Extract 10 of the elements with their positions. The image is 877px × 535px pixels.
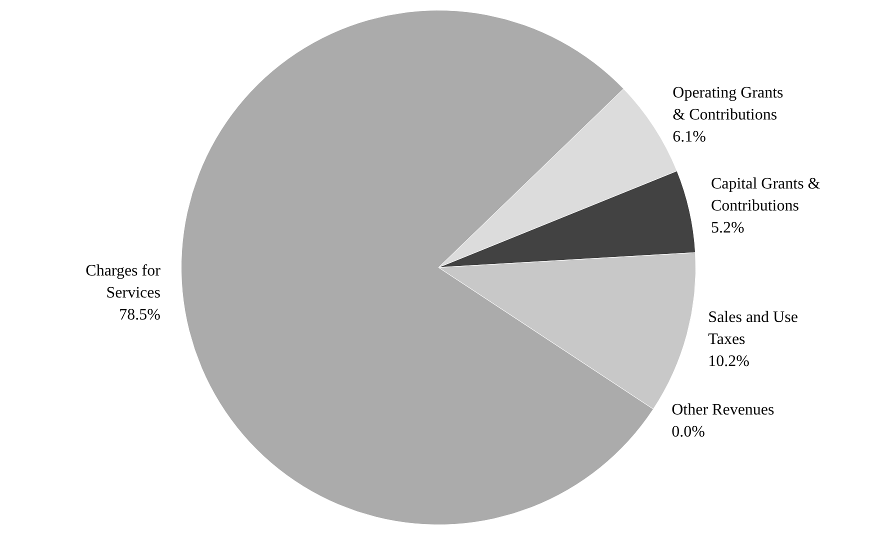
data-label: 5.2% — [710, 219, 744, 236]
data-label: 6.1% — [672, 128, 706, 146]
data-label: 10.2% — [708, 353, 750, 370]
category-label: Other Revenues — [672, 401, 774, 418]
data-label: 78.5% — [119, 306, 160, 324]
slice-label: Operating Grants & Contributions — [672, 84, 784, 124]
slice-label: Sales and Use Taxes — [708, 309, 798, 348]
slice-label: Charges for Services — [86, 262, 162, 302]
slice-label: Capital Grants & Contributions — [710, 175, 821, 214]
text: 0.0% — [672, 423, 705, 440]
